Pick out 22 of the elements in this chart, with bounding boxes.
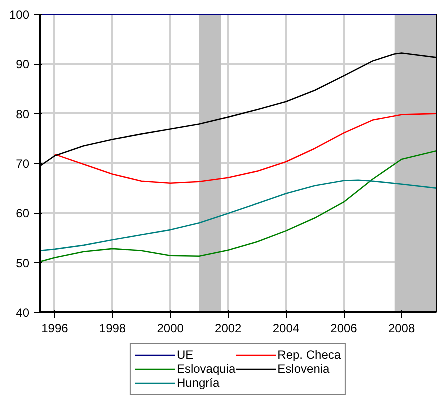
y-tick-label: 100: [9, 8, 30, 22]
x-tick-label: 2000: [157, 322, 184, 336]
legend-label: Rep. Checa: [278, 348, 342, 362]
y-tick-label: 50: [16, 256, 30, 270]
legend-label: Eslovenia: [278, 362, 330, 376]
legend-label: UE: [176, 348, 195, 362]
x-tick-label: 1996: [42, 322, 69, 336]
x-tick-label: 2006: [330, 322, 358, 336]
y-tick-label: 70: [16, 157, 30, 171]
x-tick-label: 1998: [99, 322, 126, 336]
line-series: [54, 113, 436, 184]
legend-label: Eslovaquia: [176, 362, 236, 376]
y-tick-label: 60: [16, 206, 30, 221]
x-tick-label: 2008: [388, 322, 416, 336]
line-series: [40, 180, 436, 252]
y-tick-label: 90: [16, 58, 30, 72]
line-series: [40, 150, 436, 262]
y-tick-label: 40: [16, 306, 30, 320]
y-tick-label: 80: [16, 107, 30, 122]
legend-label: Hungría: [176, 376, 220, 390]
x-tick-label: 2002: [215, 322, 242, 336]
x-tick-label: 2004: [272, 322, 300, 336]
